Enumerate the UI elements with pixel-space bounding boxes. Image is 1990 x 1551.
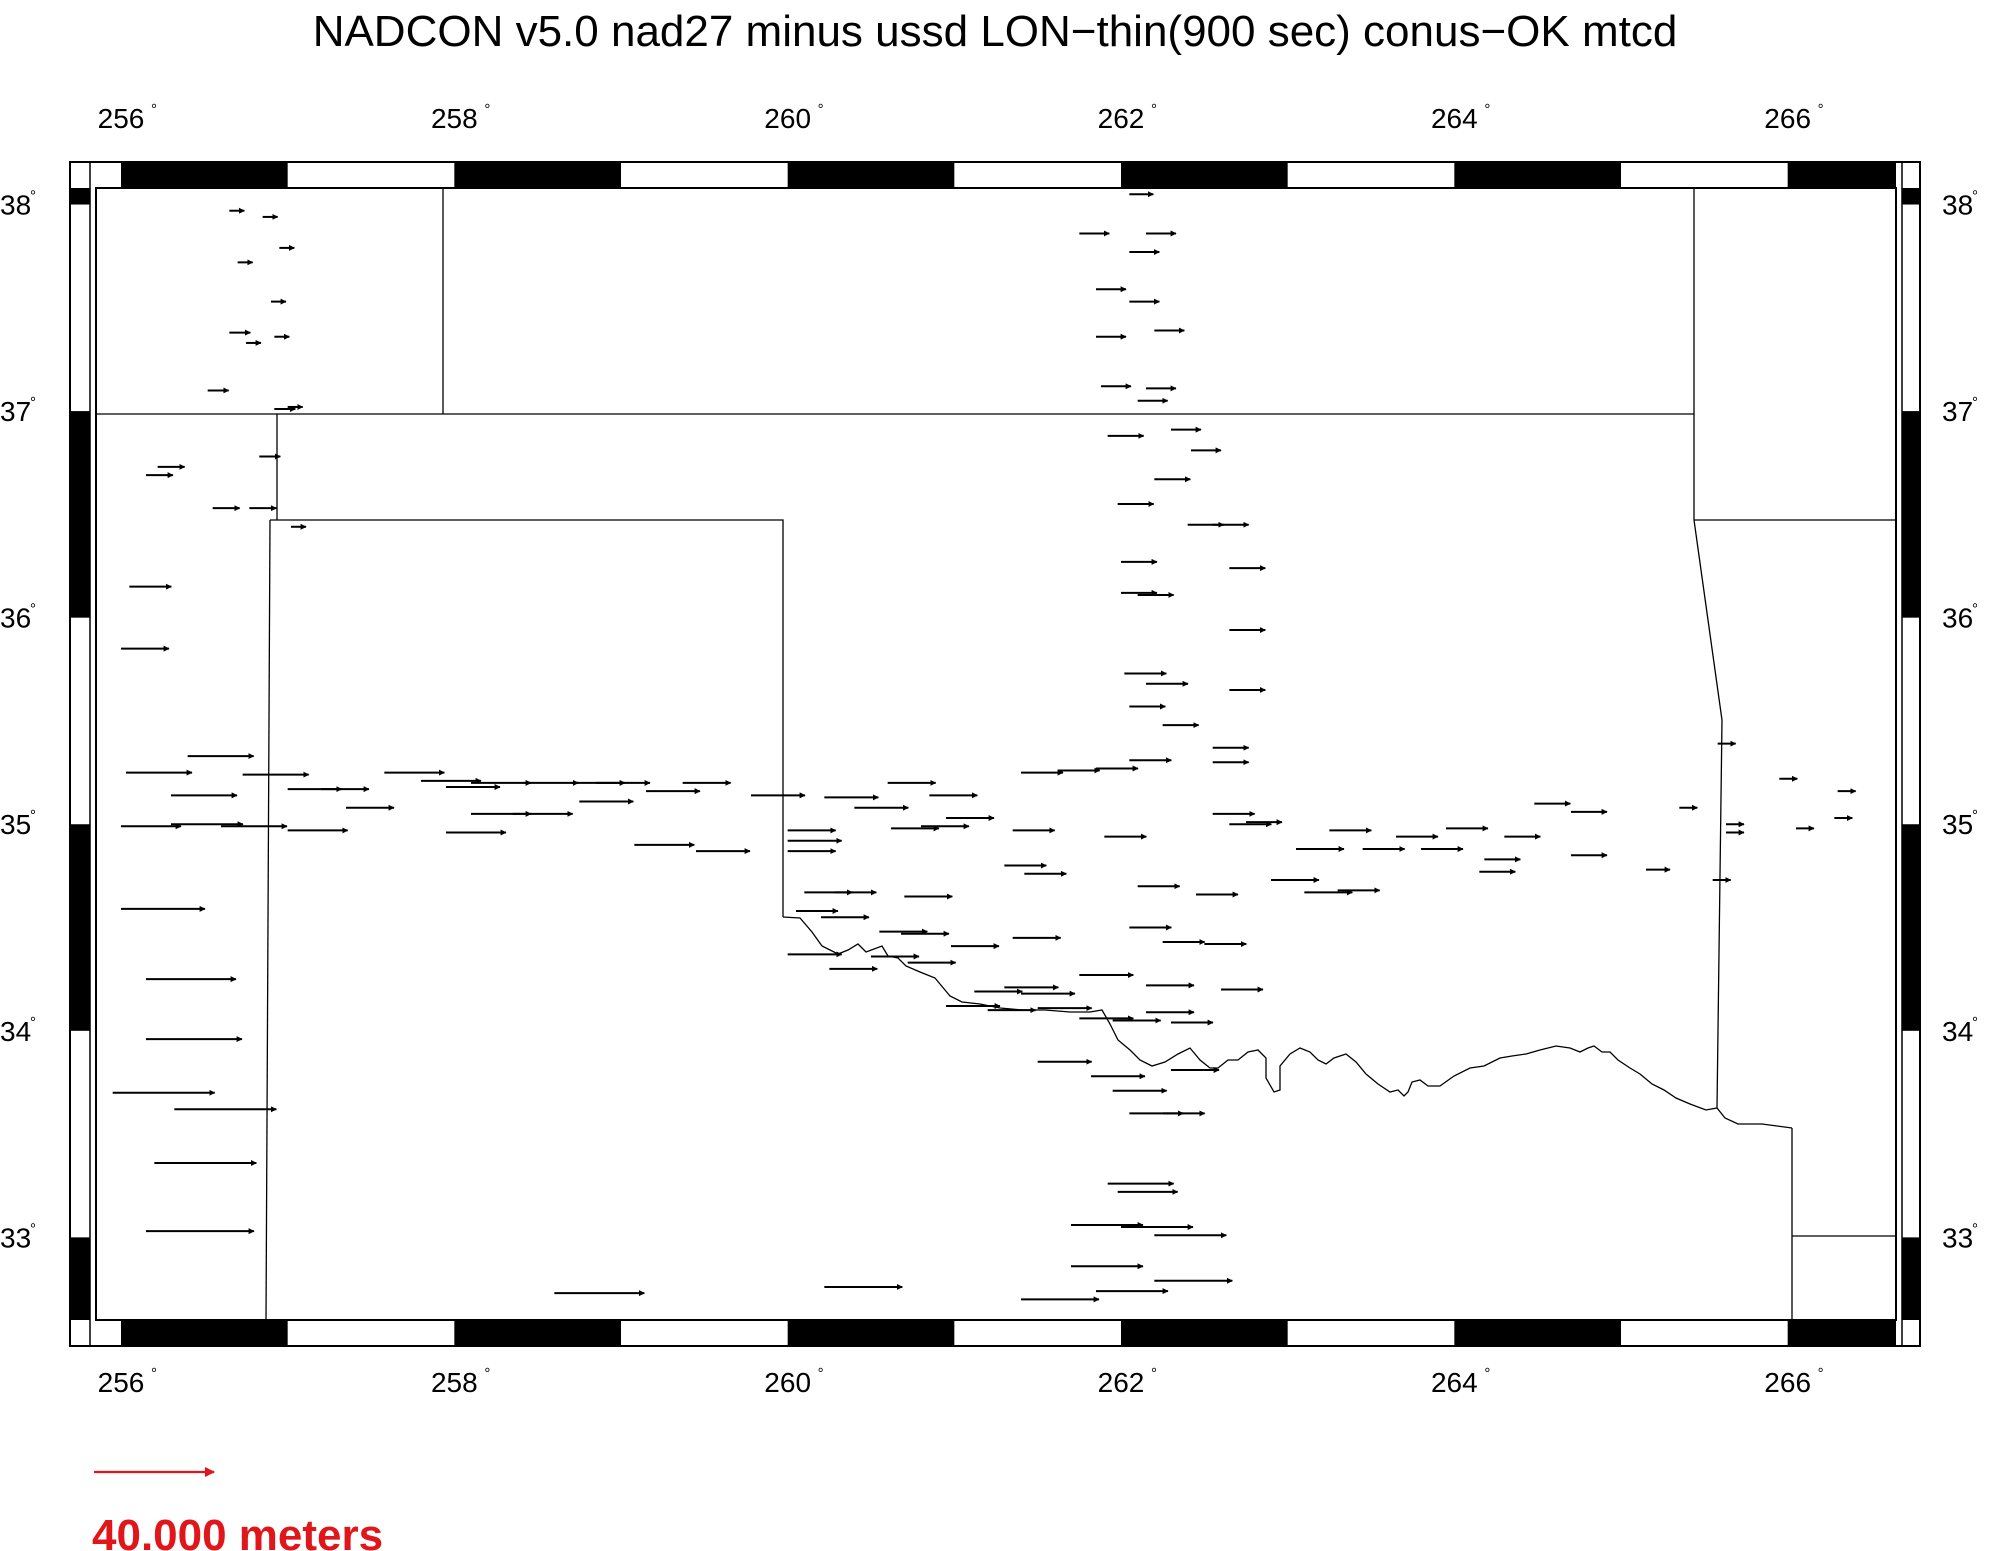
shift-vectors [112, 191, 1857, 1303]
frame-bar-bottom [121, 1320, 288, 1346]
degree-mark: ° [1818, 1365, 1824, 1382]
degree-mark: ° [1972, 601, 1978, 618]
lon-tick-label: 260 [764, 1367, 811, 1398]
inner-frame [95, 187, 1897, 1321]
frame-bar-top [1787, 162, 1896, 188]
frame-bar-top [121, 162, 288, 188]
degree-mark: ° [1818, 101, 1824, 118]
lat-tick-label: 34 [1942, 1016, 1973, 1047]
degree-mark: ° [1972, 807, 1978, 824]
red-river [782, 916, 1793, 1129]
lat-tick-label: 36 [1942, 603, 1973, 634]
frame-bar-right [1902, 411, 1920, 618]
degree-mark: ° [151, 1365, 157, 1382]
lon-tick-label: 256 [98, 1367, 145, 1398]
lon-tick-label: 260 [764, 103, 811, 134]
frame-bar-left [70, 1237, 90, 1320]
degree-mark: ° [1484, 101, 1490, 118]
degree-mark: ° [30, 188, 36, 205]
degree-mark: ° [1972, 394, 1978, 411]
lat-tick-label: 38 [0, 190, 31, 221]
frame-bar-bottom [1121, 1320, 1288, 1346]
degree-mark: ° [1151, 101, 1157, 118]
lon-tick-label: 266 [1764, 1367, 1811, 1398]
frame-bar-top [1121, 162, 1288, 188]
degree-mark: ° [484, 1365, 490, 1382]
lon-tick-label: 258 [431, 103, 478, 134]
lat-tick-label: 35 [1942, 809, 1973, 840]
border-tx-panhandle [270, 519, 784, 917]
map-title: NADCON v5.0 nad27 minus ussd LON−thin(90… [313, 7, 1678, 56]
degree-mark: ° [1972, 1220, 1978, 1237]
lon-tick-label: 264 [1431, 103, 1478, 134]
lon-tick-label: 262 [1098, 1367, 1145, 1398]
lat-tick-label: 33 [0, 1222, 31, 1253]
lon-tick-label: 262 [1098, 103, 1145, 134]
degree-mark: ° [30, 1220, 36, 1237]
state-borders [96, 188, 1896, 1321]
degree-mark: ° [30, 394, 36, 411]
lat-tick-label: 37 [0, 396, 31, 427]
lon-tick-label: 258 [431, 1367, 478, 1398]
lat-tick-label: 33 [1942, 1222, 1973, 1253]
frame-bar-left [70, 824, 90, 1031]
frame-bar-top [787, 162, 955, 188]
lat-tick-label: 38 [1942, 190, 1973, 221]
degree-mark: ° [30, 601, 36, 618]
degree-mark: ° [1151, 1365, 1157, 1382]
frame-bar-bottom [1787, 1320, 1896, 1346]
frame-bar-right [1902, 824, 1920, 1031]
degree-mark: ° [1484, 1365, 1490, 1382]
frame-bar-right [1902, 188, 1920, 205]
lat-tick-label: 36 [0, 603, 31, 634]
border-ok-ar [1693, 188, 1723, 1109]
lat-tick-label: 37 [1942, 396, 1973, 427]
lon-tick-label: 264 [1431, 1367, 1478, 1398]
degree-mark: ° [484, 101, 490, 118]
degree-mark: ° [1972, 188, 1978, 205]
border-nm-tx [265, 519, 271, 1321]
lon-tick-label: 266 [1764, 103, 1811, 134]
frame-bar-left [70, 188, 90, 205]
frame-bar-top [454, 162, 621, 188]
degree-mark: ° [818, 101, 824, 118]
frame-bar-bottom [454, 1320, 621, 1346]
degree-mark: ° [818, 1365, 824, 1382]
degree-mark: ° [151, 101, 157, 118]
degree-mark: ° [1972, 1014, 1978, 1031]
outer-frame [69, 161, 1921, 1347]
degree-mark: ° [30, 807, 36, 824]
lat-tick-label: 35 [0, 809, 31, 840]
frame-bar-bottom [1454, 1320, 1621, 1346]
degree-mark: ° [30, 1014, 36, 1031]
map-frame [69, 161, 1921, 1347]
lon-tick-label: 256 [98, 103, 145, 134]
legend-label: 40.000 meters [92, 1511, 383, 1551]
frame-bar-right [1902, 1237, 1920, 1320]
frame-bar-top [1454, 162, 1621, 188]
frame-bar-left [70, 411, 90, 618]
frame-bar-bottom [787, 1320, 955, 1346]
lat-tick-label: 34 [0, 1016, 31, 1047]
axis-tick-labels: 256 ° 256 ° 258 ° 258 ° 260 ° 260 ° 262 ° 262 ° 264 ° 264 °… [0, 101, 1978, 1398]
scale-legend: 40.000 meters [92, 1467, 383, 1551]
